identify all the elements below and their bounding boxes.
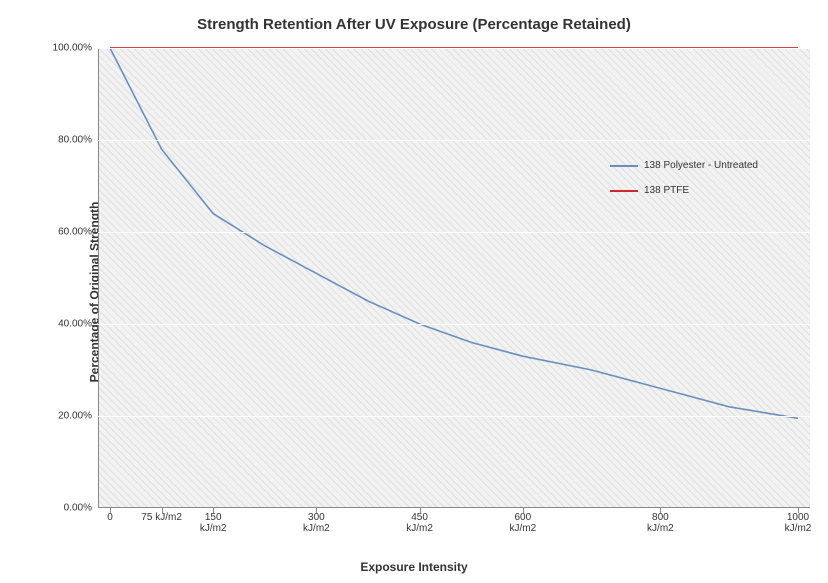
- x-tick-label: 0: [107, 508, 113, 523]
- gridline: [98, 324, 810, 325]
- x-tick-label: 75 kJ/m2: [141, 508, 182, 523]
- gridline: [98, 48, 810, 49]
- gridline: [98, 416, 810, 417]
- y-tick-label: 80.00%: [58, 135, 98, 146]
- x-tick-label: 150 kJ/m2: [200, 508, 227, 534]
- x-tick-label: 300 kJ/m2: [303, 508, 330, 534]
- legend-item: 138 PTFE: [610, 185, 758, 196]
- legend-item: 138 Polyester - Untreated: [610, 160, 758, 171]
- y-tick-label: 60.00%: [58, 227, 98, 238]
- legend-swatch: [610, 190, 638, 192]
- x-tick-label: 450 kJ/m2: [406, 508, 433, 534]
- legend-swatch: [610, 165, 638, 167]
- y-tick-label: 20.00%: [58, 411, 98, 422]
- x-tick-label: 1000 kJ/m2: [785, 508, 812, 534]
- series-line: [110, 48, 798, 418]
- y-tick-label: 40.00%: [58, 319, 98, 330]
- chart-container: { "chart": { "type": "line", "title": "S…: [0, 0, 828, 583]
- gridline: [98, 140, 810, 141]
- y-tick-label: 0.00%: [64, 503, 98, 514]
- x-axis-label: Exposure Intensity: [0, 560, 828, 574]
- legend-label: 138 PTFE: [644, 185, 689, 196]
- x-tick-label: 600 kJ/m2: [509, 508, 536, 534]
- legend: 138 Polyester - Untreated 138 PTFE: [610, 160, 758, 196]
- y-tick-label: 100.00%: [53, 43, 98, 54]
- chart-title: Strength Retention After UV Exposure (Pe…: [0, 16, 828, 33]
- plot-area: 0.00%20.00%40.00%60.00%80.00%100.00%075 …: [98, 48, 810, 508]
- legend-label: 138 Polyester - Untreated: [644, 160, 758, 171]
- gridline: [98, 232, 810, 233]
- x-tick-label: 800 kJ/m2: [647, 508, 674, 534]
- line-series-svg: [98, 48, 810, 508]
